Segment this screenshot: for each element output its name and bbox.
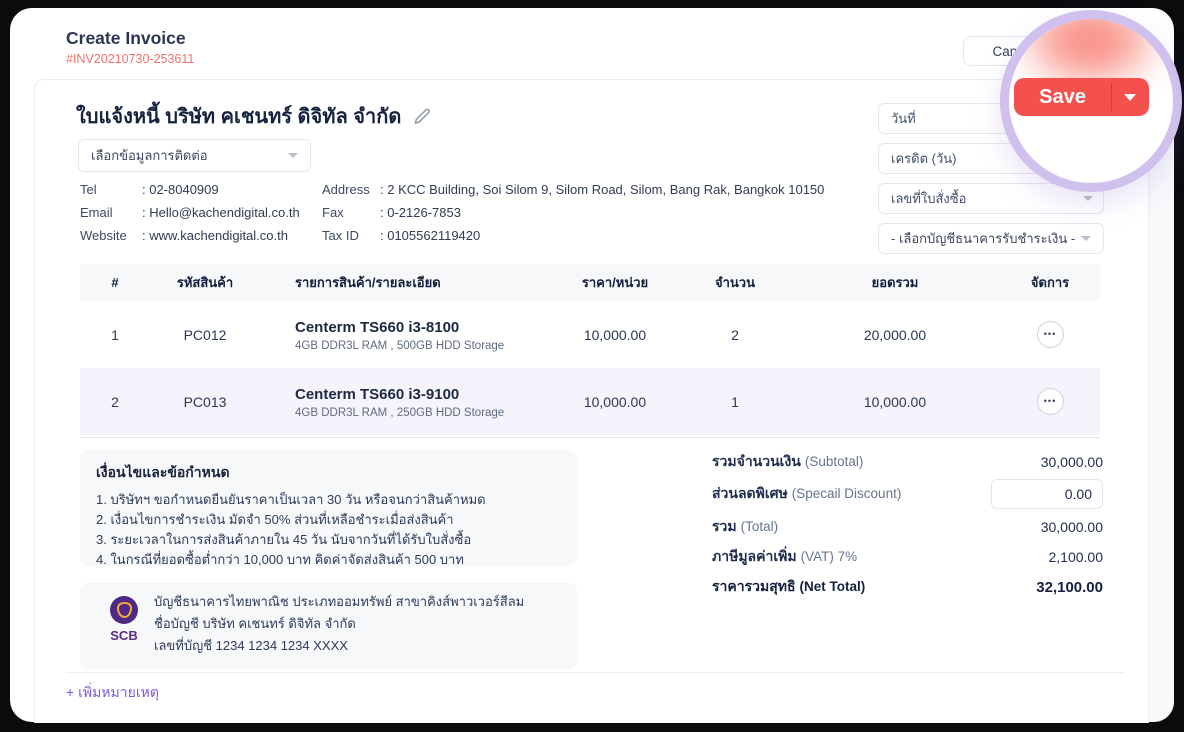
save-split-divider — [1111, 83, 1112, 111]
contact-row-tel: Tel : 02-8040909 — [80, 182, 219, 197]
subtotal-value: 30,000.00 — [1040, 454, 1103, 470]
quantity: 2 — [731, 326, 739, 343]
contact-row-address: Address : 2 KCC Building, Soi Silom 9, S… — [322, 182, 825, 197]
contact-row-email: Email : Hello@kachendigital.co.th — [80, 205, 300, 220]
quantity: 1 — [731, 393, 739, 410]
table-row: 1 PC012 Centerm TS660 i3-8100 4GB DDR3L … — [80, 301, 1100, 368]
col-header-unit-price: ราคา/หน่วย — [581, 275, 649, 290]
po-number-input[interactable] — [878, 183, 1104, 214]
terms-box: เงื่อนไขและข้อกำหนด 1. บริษัทฯ ขอกำหนดยื… — [80, 450, 577, 567]
product-description: 4GB DDR3L RAM , 250GB HDD Storage — [295, 406, 505, 419]
product-code: PC012 — [183, 326, 227, 343]
terms-item: 3. ระยะเวลาในการส่งสินค้าภายใน 45 วัน นั… — [96, 532, 472, 547]
ellipsis-icon: ••• — [1043, 329, 1057, 339]
discount-row: ส่วนลดพิเศษ (Specail Discount) — [712, 476, 1103, 512]
terms-item: 4. ในกรณีที่ยอดซื้อต่ำกว่า 10,000 บาท คิ… — [96, 552, 464, 567]
total-row: รวม (Total) 30,000.00 — [712, 518, 1103, 535]
subtotal-row: รวมจำนวนเงิน (Subtotal) 30,000.00 — [712, 453, 1103, 470]
terms-title: เงื่อนไขและข้อกำหนด — [96, 464, 230, 480]
terms-item: 1. บริษัทฯ ขอกำหนดยืนยันราคาเป็นเวลา 30 … — [96, 492, 486, 507]
items-table-header: # รหัสสินค้า รายการสินค้า/รายละเอียด ราค… — [80, 264, 1100, 301]
discount-input[interactable] — [991, 479, 1103, 509]
col-header-index: # — [111, 275, 119, 290]
row-index: 2 — [111, 393, 119, 410]
chevron-down-icon — [1083, 196, 1093, 201]
product-name: Centerm TS660 i3-9100 — [295, 385, 460, 403]
bank-line-1: บัญชีธนาคารไทยพาณิช ประเภทออมทรัพย์ สาขา… — [154, 594, 525, 609]
invoice-doc-title-row: ใบแจ้งหนี้ บริษัท คเชนทร์ ดิจิทัล จำกัด — [76, 100, 431, 132]
line-total: 10,000.00 — [863, 393, 927, 410]
total-value: 30,000.00 — [1040, 519, 1103, 535]
edit-icon[interactable] — [413, 107, 431, 125]
contact-row-website: Website : www.kachendigital.co.th — [80, 228, 288, 243]
chevron-down-icon — [1081, 236, 1091, 241]
scb-logo-icon — [110, 596, 138, 624]
ellipsis-icon: ••• — [1043, 396, 1057, 406]
bank-account-select-value: - เลือกบัญชีธนาคารรับชำระเงิน - — [891, 231, 1076, 246]
totals-summary: รวมจำนวนเงิน (Subtotal) 30,000.00 ส่วนลดพ… — [712, 448, 1103, 602]
row-actions-button[interactable]: ••• — [1036, 321, 1064, 348]
line-total: 20,000.00 — [863, 326, 927, 343]
bank-box: SCB บัญชีธนาคารไทยพาณิช ประเภทออมทรัพย์ … — [80, 583, 577, 669]
contact-info-right: Address : 2 KCC Building, Soi Silom 9, S… — [322, 178, 882, 247]
contact-row-fax: Fax : 0-2126-7853 — [322, 205, 461, 220]
save-button-label: Save — [1039, 85, 1086, 108]
contact-info-left: Tel : 02-8040909 Email : Hello@kachendig… — [80, 178, 320, 247]
col-header-description: รายการสินค้า/รายละเอียด — [295, 275, 441, 290]
vat-row: ภาษีมูลค่าเพิ่ม (VAT) 7% 2,100.00 — [712, 548, 1104, 565]
save-button[interactable]: Save — [1014, 78, 1149, 116]
col-header-total: ยอดรวม — [871, 275, 919, 290]
invoice-number: #INV20210730-253611 — [66, 52, 195, 66]
bank-line-3: เลขที่บัญชี 1234 1234 1234 XXXX — [154, 638, 348, 653]
row-index: 1 — [111, 326, 119, 343]
bank-line-2: ชื่อบัญชี บริษัท คเชนทร์ ดิจิทัล จำกัด — [154, 616, 356, 631]
invoice-doc-title: ใบแจ้งหนี้ บริษัท คเชนทร์ ดิจิทัล จำกัด — [76, 106, 402, 128]
chevron-down-icon[interactable] — [1124, 94, 1136, 101]
contact-row-taxid: Tax ID : 0105562119420 — [322, 228, 481, 243]
product-code: PC013 — [183, 393, 227, 410]
product-name: Centerm TS660 i3-8100 — [295, 318, 460, 336]
contact-select[interactable]: เลือกข้อมูลการติดต่อ — [78, 139, 311, 172]
table-row: 2 PC013 Centerm TS660 i3-9100 4GB DDR3L … — [80, 368, 1100, 435]
net-total-value: 32,100.00 — [1036, 578, 1103, 596]
chevron-down-icon — [288, 153, 298, 158]
table-bottom-divider — [80, 437, 1100, 438]
col-header-actions: จัดการ — [1030, 275, 1070, 290]
footer-divider — [66, 672, 1124, 673]
bank-account-select[interactable]: - เลือกบัญชีธนาคารรับชำระเงิน - — [878, 223, 1104, 254]
unit-price: 10,000.00 — [583, 393, 647, 410]
add-note-link[interactable]: + เพิ่มหมายเหตุ — [66, 684, 159, 700]
magnifier-overlay: Save — [1000, 10, 1182, 192]
bank-logo-label: SCB — [110, 628, 138, 643]
vat-value: 2,100.00 — [1048, 549, 1104, 565]
col-header-quantity: จำนวน — [715, 275, 755, 290]
po-number-field-wrap — [878, 183, 1104, 214]
bank-logo-block: SCB — [108, 596, 140, 643]
unit-price: 10,000.00 — [583, 326, 647, 343]
terms-item: 2. เงื่อนไขการชำระเงิน มัดจำ 50% ส่วนที่… — [96, 512, 454, 527]
net-total-row: ราคารวมสุทธิ (Net Total) 32,100.00 — [712, 578, 1103, 596]
row-actions-button[interactable]: ••• — [1036, 388, 1064, 415]
col-header-code: รหัสสินค้า — [176, 275, 234, 290]
items-table: # รหัสสินค้า รายการสินค้า/รายละเอียด ราค… — [80, 264, 1100, 435]
product-description: 4GB DDR3L RAM , 500GB HDD Storage — [295, 339, 505, 352]
right-gutter — [1149, 80, 1174, 722]
page-title: Create Invoice — [66, 28, 186, 48]
contact-select-value: เลือกข้อมูลการติดต่อ — [91, 148, 208, 163]
